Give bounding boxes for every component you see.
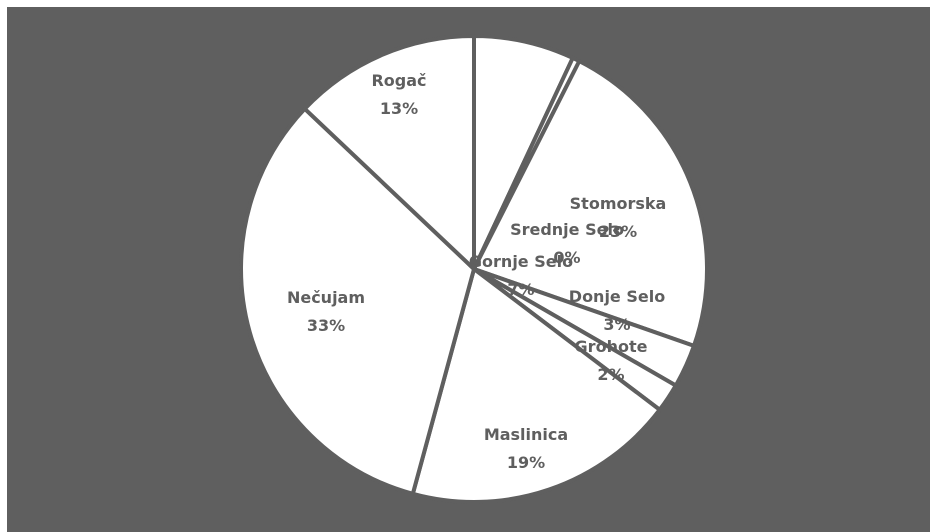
- slice-label-rogac: Rogač: [371, 71, 426, 90]
- slice-percent-donje-selo: 3%: [603, 315, 630, 334]
- slice-label-maslinica: Maslinica: [484, 425, 568, 444]
- slice-percent-stomorska: 23%: [599, 222, 637, 241]
- slice-percent-maslinica: 19%: [507, 453, 545, 472]
- pie-chart: Gornje Selo 7% Srednje Selo 0% Stomorska 23% D…: [7, 7, 930, 532]
- slice-label-stomorska: Stomorska: [570, 194, 667, 213]
- slice-label-necujam: Nečujam: [287, 288, 365, 307]
- pie-slices: [239, 34, 709, 504]
- slice-rogac: [302, 34, 476, 271]
- pie-labels: Gornje Selo 7% Srednje Selo 0% Stomorska 23% D…: [287, 71, 666, 472]
- chart-area: Gornje Selo 7% Srednje Selo 0% Stomorska 23% D…: [7, 7, 930, 532]
- slice-percent-necujam: 33%: [307, 316, 345, 335]
- slice-label-donje-selo: Donje Selo: [569, 287, 665, 306]
- slice-label-gornje-selo: Gornje Selo: [469, 252, 573, 271]
- slice-percent-gornje-selo: 7%: [507, 280, 534, 299]
- slice-maslinica: [410, 267, 662, 504]
- slice-necujam: [239, 106, 476, 496]
- slice-stomorska: [472, 59, 709, 348]
- slice-percent-srednje-selo: 0%: [553, 248, 580, 267]
- slice-percent-grohote: 2%: [597, 365, 624, 384]
- slice-label-srednje-selo: Srednje Selo: [510, 220, 624, 239]
- slice-label-grohote: Grohote: [575, 337, 648, 356]
- slice-percent-rogac: 13%: [380, 99, 418, 118]
